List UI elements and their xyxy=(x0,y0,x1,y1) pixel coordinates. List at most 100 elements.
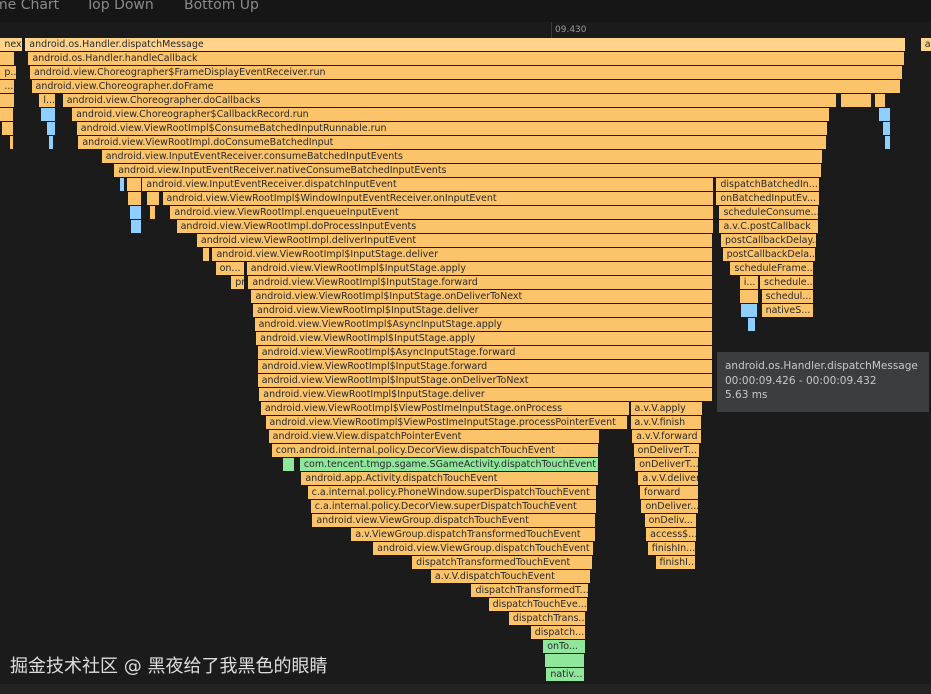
flame-frame[interactable] xyxy=(128,192,141,205)
flame-frame[interactable]: schedul... xyxy=(761,290,814,303)
flame-frame[interactable]: android.view.ViewRootImpl$ConsumeBatched… xyxy=(76,122,828,135)
flame-frame[interactable] xyxy=(884,136,890,149)
flame-frame[interactable]: android.view.Choreographer.doFrame xyxy=(31,80,901,93)
horizontal-scrollbar[interactable] xyxy=(0,684,931,694)
flame-frame[interactable]: a.v.V.forward xyxy=(632,430,701,443)
flame-frame[interactable]: android.view.ViewRootImpl.doConsumeBatch… xyxy=(78,136,826,149)
flame-frame[interactable] xyxy=(120,178,124,191)
flame-frame[interactable]: android.view.ViewRootImpl.doProcessInput… xyxy=(176,220,714,233)
flame-frame[interactable] xyxy=(741,304,757,317)
flame-frame[interactable]: onDeliv... xyxy=(644,514,697,527)
flame-frame[interactable] xyxy=(841,94,871,107)
flame-frame[interactable] xyxy=(282,458,294,471)
flame-frame[interactable]: i... xyxy=(739,276,759,289)
flame-frame[interactable] xyxy=(0,94,15,107)
flame-frame[interactable]: android.view.InputEventReceiver.consumeB… xyxy=(101,150,823,163)
flame-frame[interactable]: android.os.Handler.dispatchMessage xyxy=(25,38,906,51)
flame-frame[interactable]: p... xyxy=(0,66,16,79)
flame-frame[interactable] xyxy=(0,52,15,65)
flame-frame[interactable] xyxy=(203,248,210,261)
flame-frame[interactable]: android.view.ViewRootImpl$AsyncInputStag… xyxy=(257,346,712,359)
flame-frame[interactable]: android.view.ViewRootImpl.deliverInputEv… xyxy=(196,234,712,247)
flame-frame[interactable]: onDeliverT... xyxy=(633,444,700,457)
flame-frame[interactable] xyxy=(126,178,141,191)
flame-frame[interactable]: dispatchTrans... xyxy=(508,612,586,625)
flame-frame[interactable] xyxy=(875,94,885,107)
flame-frame[interactable]: android.view.InputEventReceiver.dispatch… xyxy=(142,178,714,191)
tab-top-down[interactable]: Top Down xyxy=(86,0,154,13)
flame-frame[interactable]: finishIn... xyxy=(647,542,695,555)
flame-frame[interactable]: android.view.ViewGroup.dispatchTouchEven… xyxy=(312,514,595,527)
flame-frame[interactable]: android.view.ViewRootImpl.enqueueInputEv… xyxy=(170,206,714,219)
flame-frame[interactable] xyxy=(129,206,141,219)
flame-frame[interactable]: android.view.ViewRootImpl$AsyncInputStag… xyxy=(254,318,712,331)
flame-frame[interactable]: dispatchTransformedT... xyxy=(471,584,589,597)
flame-frame[interactable]: android.view.ViewRootImpl$WindowInputEve… xyxy=(162,192,714,205)
flame-frame[interactable]: android.view.ViewRootImpl$InputStage.for… xyxy=(257,360,712,373)
tab-bottom-up[interactable]: Bottom Up xyxy=(184,0,259,13)
flame-frame[interactable]: access$... xyxy=(646,528,697,541)
flame-frame[interactable]: android.view.ViewRootImpl$InputStage.onD… xyxy=(251,290,712,303)
flame-frame[interactable]: a.v.V.deliver xyxy=(638,472,698,485)
flame-frame[interactable] xyxy=(131,220,141,233)
flame-frame[interactable]: android.view.Choreographer$CallbackRecor… xyxy=(72,108,829,121)
flame-frame[interactable] xyxy=(739,290,759,303)
flame-frame[interactable] xyxy=(47,122,55,135)
flame-frame[interactable] xyxy=(878,108,890,121)
flame-frame[interactable]: next xyxy=(0,38,23,51)
flame-frame[interactable]: android.view.ViewRootImpl$InputStage.app… xyxy=(256,332,712,345)
flame-frame[interactable]: schedule... xyxy=(760,276,814,289)
flame-frame[interactable]: l... xyxy=(39,94,55,107)
flame-frame[interactable]: pr... xyxy=(231,276,244,289)
flame-frame[interactable]: onDeliver... xyxy=(641,500,698,513)
flame-frame[interactable]: dispatchTransformedTouchEvent xyxy=(412,556,592,569)
flame-frame[interactable]: dispatchBatchedIn... xyxy=(716,178,820,191)
flame-frame[interactable]: a.v.V.apply xyxy=(630,402,703,415)
flame-frame[interactable]: ... xyxy=(0,80,15,93)
flame-frame[interactable]: a.v.ViewGroup.dispatchTransformedTouchEv… xyxy=(351,528,595,541)
flame-frame[interactable] xyxy=(0,108,13,121)
flame-frame[interactable]: nativeS... xyxy=(761,304,814,317)
flame-frame[interactable]: android.view.ViewGroup.dispatchTouchEven… xyxy=(373,542,594,555)
flame-frame[interactable]: onBatchedInputEv... xyxy=(716,192,820,205)
flame-frame[interactable]: com.android.internal.policy.DecorView.di… xyxy=(271,444,598,457)
flame-frame[interactable]: android.view.ViewRootImpl$InputStage.del… xyxy=(253,304,712,317)
flame-frame[interactable]: android.view.ViewRootImpl$ViewPostImeInp… xyxy=(265,416,628,429)
flame-frame[interactable]: android.os.Handler.handleCallback xyxy=(28,52,904,65)
flame-frame[interactable]: android.view.ViewRootImpl$InputStage.app… xyxy=(246,262,712,275)
flame-frame[interactable] xyxy=(747,318,756,331)
flame-frame[interactable]: on... xyxy=(215,262,244,275)
flame-frame[interactable]: android.view.Choreographer.doCallbacks xyxy=(62,94,837,107)
flame-frame[interactable]: postCallbackDela... xyxy=(722,248,815,261)
flame-frame[interactable]: postCallbackDelay... xyxy=(721,234,817,247)
flame-frame[interactable]: a.v.C.postCallback xyxy=(719,220,818,233)
flame-frame[interactable]: android.view.ViewRootImpl$InputStage.del… xyxy=(212,248,712,261)
flame-frame[interactable] xyxy=(1,122,13,135)
flame-frame[interactable]: finishI... xyxy=(655,556,695,569)
flame-frame[interactable]: scheduleConsume... xyxy=(719,206,818,219)
flame-frame[interactable] xyxy=(40,108,55,121)
flame-frame[interactable]: dispatch... xyxy=(530,626,586,639)
flame-frame[interactable]: android.view.ViewRootImpl$InputStage.onD… xyxy=(257,374,712,387)
flame-frame[interactable] xyxy=(544,654,584,667)
flame-frame[interactable]: a.v.V.finish xyxy=(630,416,701,429)
flame-frame[interactable]: android.view.InputEventReceiver.nativeCo… xyxy=(114,164,821,177)
flame-frame[interactable]: android.view.Choreographer$FrameDisplayE… xyxy=(29,66,902,79)
flame-frame[interactable]: android.view.ViewRootImpl$InputStage.del… xyxy=(259,388,712,401)
flame-frame[interactable]: android.view.ViewRootImpl$InputStage.for… xyxy=(248,276,712,289)
flame-frame[interactable]: an xyxy=(920,38,931,51)
flame-frame[interactable]: scheduleFrame... xyxy=(730,262,814,275)
flame-frame[interactable]: com.tencent.tmgp.sgame.SGameActivity.dis… xyxy=(299,458,598,471)
flame-frame[interactable] xyxy=(146,192,160,205)
flame-frame[interactable]: c.a.internal.policy.DecorView.superDispa… xyxy=(310,500,597,513)
flame-frame[interactable]: android.app.Activity.dispatchTouchEvent xyxy=(301,472,598,485)
flame-frame[interactable] xyxy=(48,136,54,149)
flame-frame[interactable]: onTo... xyxy=(543,640,586,653)
flame-frame[interactable]: dispatchTouchEve... xyxy=(488,598,587,611)
flame-frame[interactable] xyxy=(150,206,155,219)
flame-frame[interactable] xyxy=(9,136,13,149)
flame-frame[interactable]: android.view.View.dispatchPointerEvent xyxy=(268,430,600,443)
flame-frame[interactable]: nativ... xyxy=(546,668,584,681)
flame-frame[interactable]: c.a.internal.policy.PhoneWindow.superDis… xyxy=(307,486,597,499)
